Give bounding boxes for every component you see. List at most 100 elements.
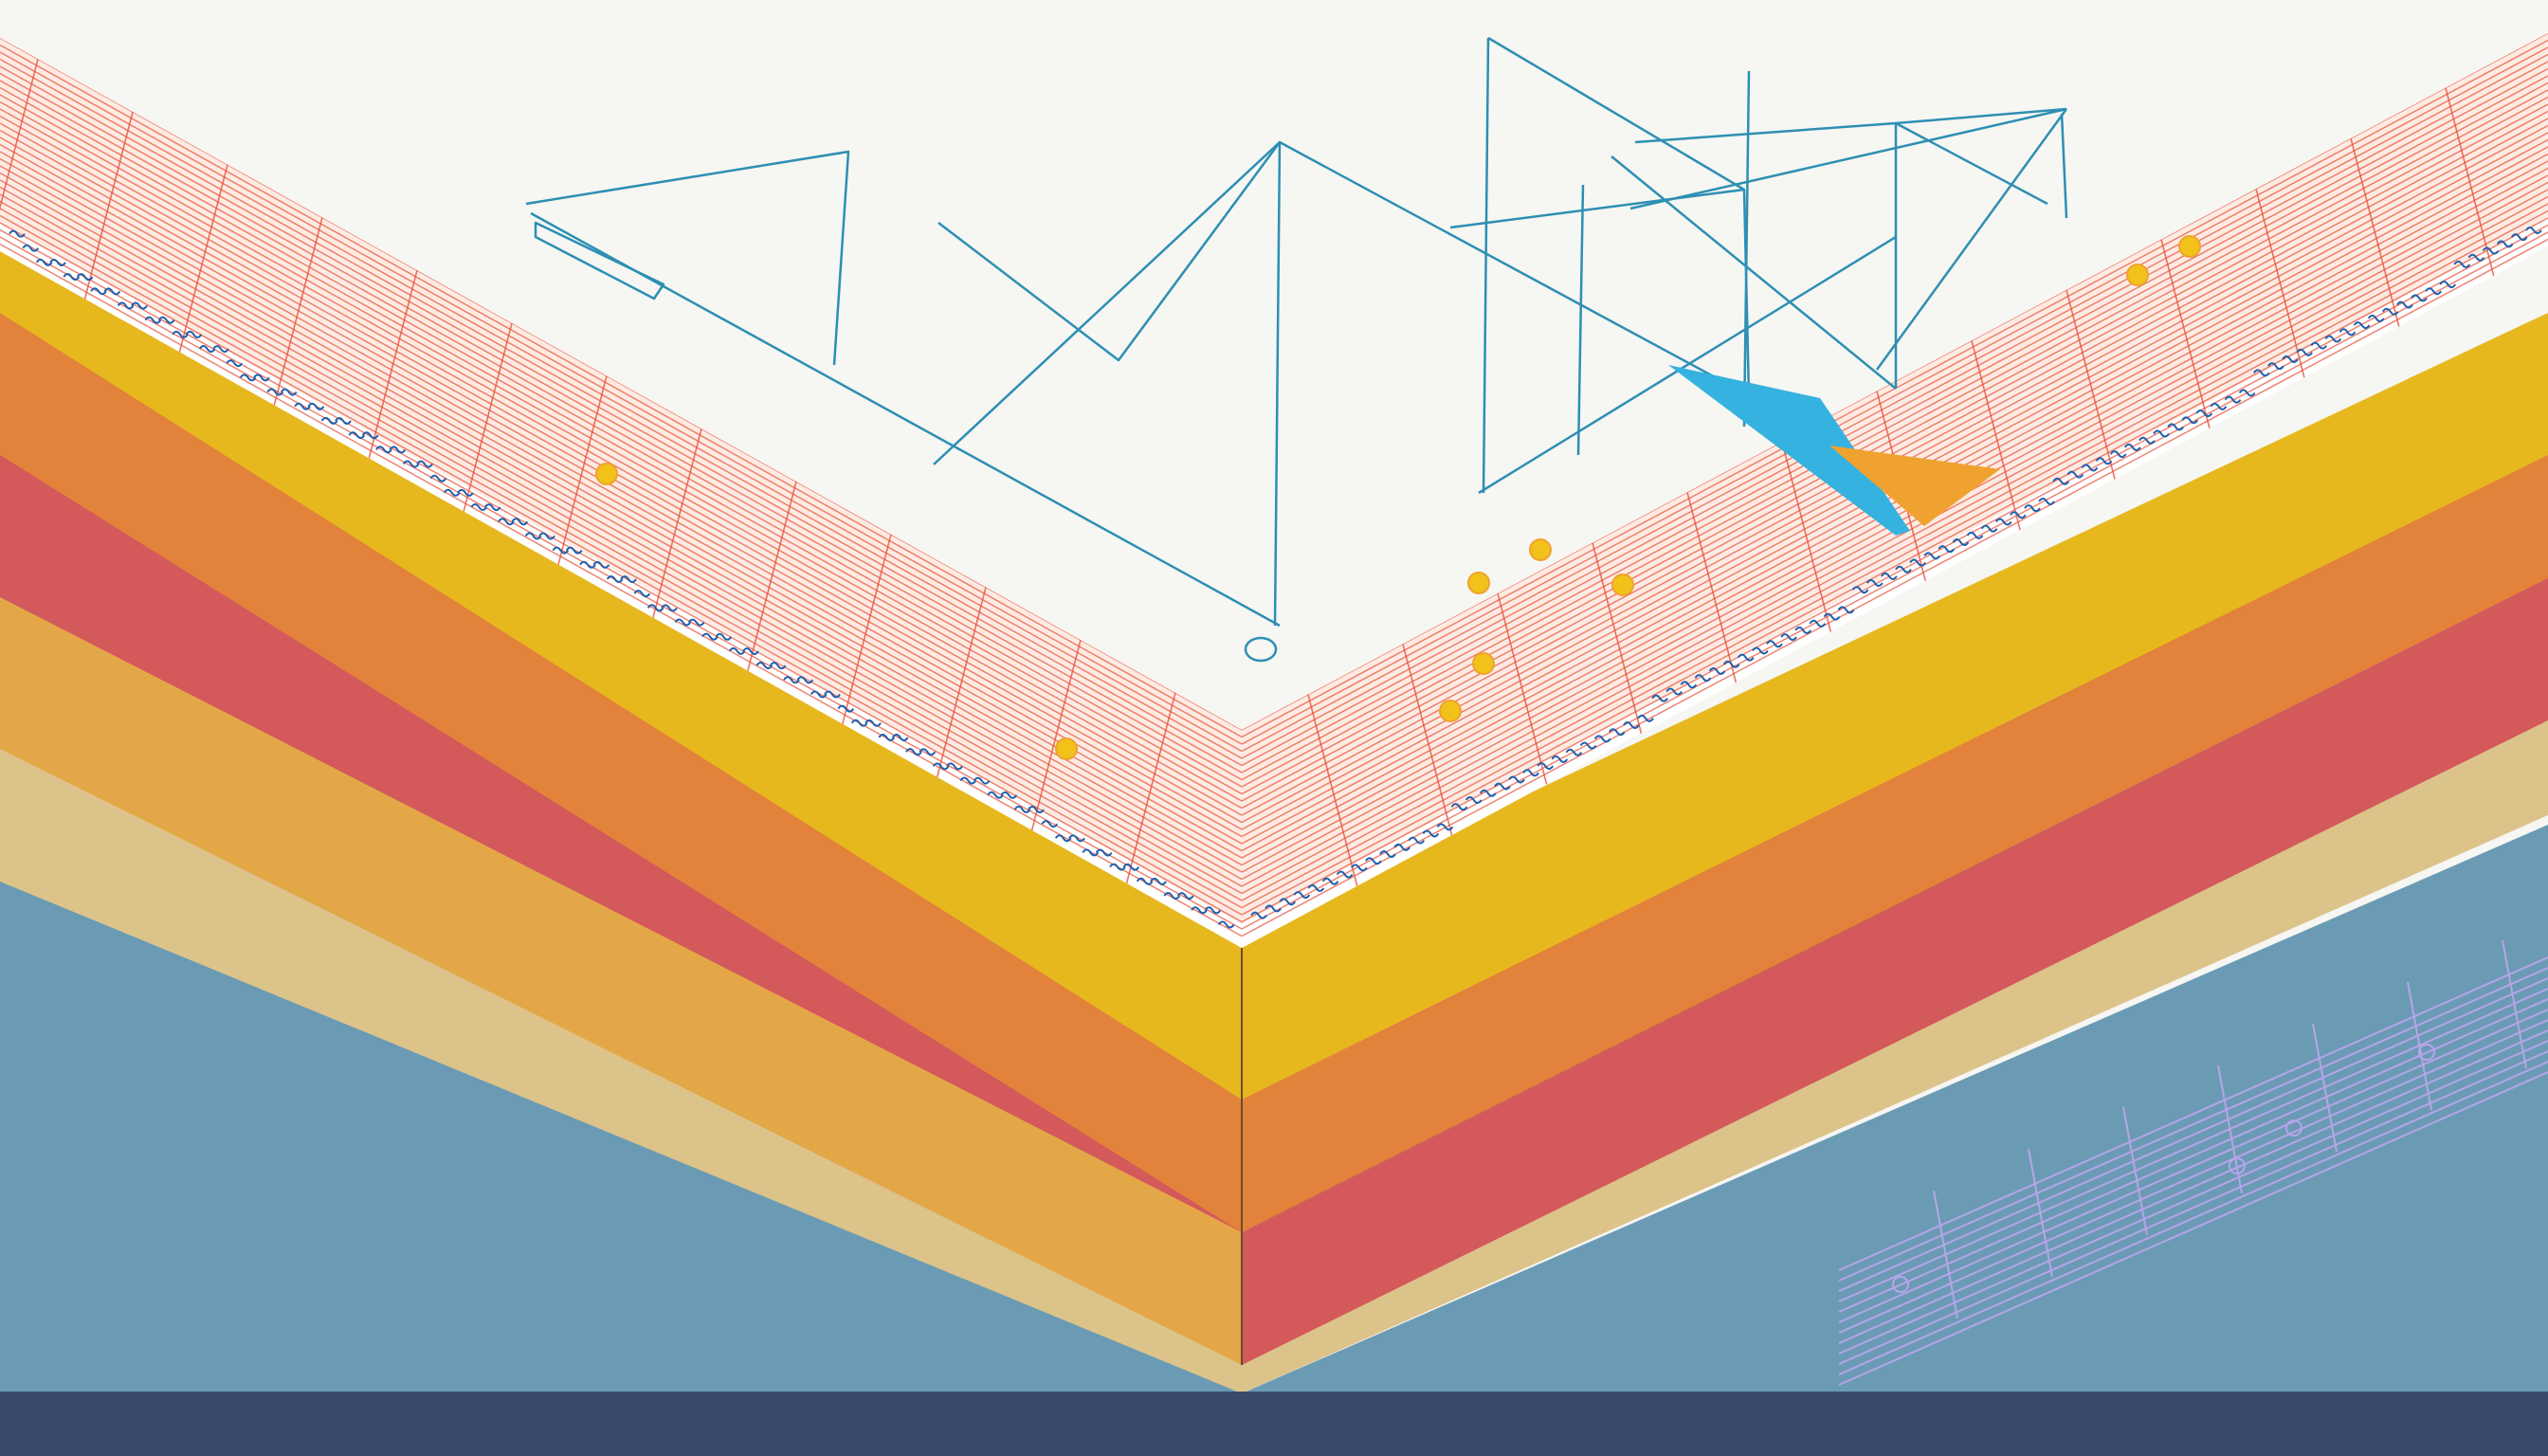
paper-rule-line xyxy=(1242,46,2548,745)
paper-bar-line xyxy=(554,375,608,580)
notation-mark xyxy=(402,460,420,468)
note-dot xyxy=(1529,538,1552,561)
paper-bar-line xyxy=(1781,441,1835,646)
notation-mark xyxy=(2081,464,2099,472)
note-dot xyxy=(1055,737,1078,760)
notation-mark xyxy=(2167,423,2184,431)
notation-mark xyxy=(2367,314,2385,322)
notation-mark xyxy=(348,431,366,440)
notation-mark xyxy=(1938,545,1956,554)
paper-rule-line xyxy=(1242,67,2548,767)
paper-rule-line xyxy=(0,44,1242,738)
notation-mark xyxy=(919,748,937,756)
paper-bar-line xyxy=(269,217,323,422)
notation-mark xyxy=(1336,870,1354,879)
paper-rule-line xyxy=(0,222,1242,916)
staff-bar xyxy=(2502,939,2527,1069)
notation-mark xyxy=(1537,762,1555,771)
notation-mark xyxy=(1408,836,1426,845)
notation-mark xyxy=(2010,511,2027,519)
notation-mark xyxy=(2510,233,2528,242)
paper-rule-line xyxy=(1242,103,2548,802)
sketch-diagonal-2 xyxy=(1279,140,1755,400)
notation-mark xyxy=(1766,640,1783,648)
notation-mark xyxy=(90,287,107,296)
paper-bar-line xyxy=(743,481,797,686)
paper-rule-line xyxy=(0,179,1242,873)
notation-mark xyxy=(1708,667,1726,675)
paper-rule-line xyxy=(0,136,1242,830)
notation-mark xyxy=(1909,558,1926,567)
notation-mark xyxy=(552,546,570,555)
notation-mark xyxy=(131,301,148,310)
notation-mark xyxy=(1265,904,1282,913)
notation-mark xyxy=(1966,531,1984,539)
notation-mark xyxy=(2381,307,2399,316)
notation-mark xyxy=(946,762,963,771)
notation-mark xyxy=(755,662,774,670)
lined-paper-layer xyxy=(0,33,2548,948)
staff-note xyxy=(1892,1276,1909,1293)
sketch-line-long xyxy=(530,211,1281,628)
paper-bar-line xyxy=(648,428,702,633)
sketch-diagonal-5 xyxy=(1629,107,2067,210)
notation-mark xyxy=(1623,721,1640,730)
notation-mark xyxy=(2296,348,2313,356)
notation-mark xyxy=(783,676,800,684)
notation-mark xyxy=(1436,823,1454,831)
notation-mark xyxy=(959,776,977,785)
notation-mark xyxy=(1365,857,1382,865)
notation-mark xyxy=(1250,911,1267,919)
notation-mark xyxy=(1737,653,1755,662)
notation-mark xyxy=(280,388,298,396)
paper-bar-line xyxy=(838,534,892,738)
notation-mark xyxy=(1176,892,1194,901)
notation-mark xyxy=(443,488,461,497)
navy-strip xyxy=(0,1392,2548,1456)
orange-accent-triangle xyxy=(1829,446,2000,526)
paper-rule-line xyxy=(0,157,1242,852)
paper-rule-line xyxy=(0,58,1242,753)
notation-mark xyxy=(2282,355,2299,363)
paper-bar-line xyxy=(1307,694,1361,899)
notation-mark xyxy=(932,762,950,771)
notation-mark xyxy=(1823,612,1841,621)
paper-rule-line xyxy=(1242,203,2548,901)
paper-rule-line xyxy=(1242,153,2548,852)
notation-mark xyxy=(687,618,705,627)
notation-mark xyxy=(2252,369,2270,377)
notation-mark xyxy=(987,791,1004,799)
paper-bar-line xyxy=(2350,137,2404,343)
notation-mark xyxy=(1350,864,1368,872)
notation-mark xyxy=(389,446,407,454)
notation-mark xyxy=(850,719,868,727)
paper-bar-line xyxy=(933,587,987,792)
notation-mark xyxy=(565,546,583,555)
paper-bar-line xyxy=(2160,239,2214,444)
staff-bar xyxy=(2028,1148,2053,1278)
notation-mark xyxy=(1881,572,1898,580)
paper-bar-line xyxy=(1592,542,1646,747)
sketch-vertical-1 xyxy=(1482,37,1490,494)
notation-mark xyxy=(2467,253,2485,262)
notation-mark xyxy=(1593,735,1611,743)
notation-mark xyxy=(1422,829,1440,838)
paper-bar-line xyxy=(1402,644,1456,848)
notation-mark xyxy=(266,388,284,396)
notation-mark xyxy=(837,704,855,713)
notation-mark xyxy=(1041,820,1059,828)
notation-mark xyxy=(715,632,733,641)
notation-mark xyxy=(1307,883,1325,892)
notation-mark xyxy=(1851,586,1869,594)
notation-mark xyxy=(2052,477,2070,485)
notation-mark xyxy=(2181,416,2199,425)
notation-mark xyxy=(1637,714,1654,722)
paper-bar-line xyxy=(80,111,134,317)
notation-mark xyxy=(2482,246,2500,255)
staff-bar xyxy=(2217,1065,2243,1194)
notation-mark xyxy=(973,776,991,785)
notation-mark xyxy=(1000,791,1018,799)
staff-line xyxy=(1838,1019,2548,1334)
notation-mark xyxy=(1508,775,1525,784)
notation-mark xyxy=(457,488,474,497)
